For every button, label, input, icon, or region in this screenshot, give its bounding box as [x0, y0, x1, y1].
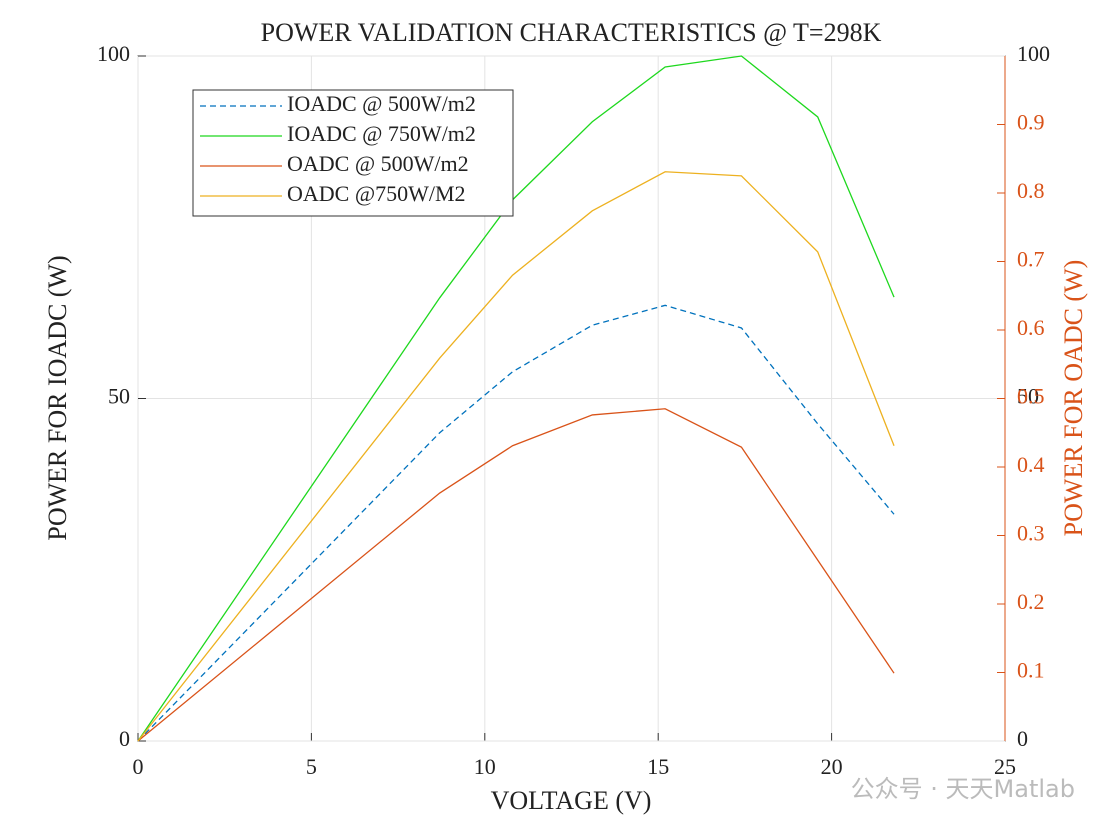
y-tick-label: 100 [97, 41, 130, 66]
series-line [137, 171, 895, 742]
x-tick-label: 10 [474, 754, 496, 779]
legend-label: IOADC @ 750W/m2 [287, 121, 476, 146]
y-tick-label: 50 [108, 384, 130, 409]
y-axis-label: POWER FOR IOADC (W) [43, 255, 72, 540]
x-tick-label: 0 [133, 754, 144, 779]
y2-tick-label: 0.3 [1017, 521, 1045, 546]
x-axis-label: VOLTAGE (V) [491, 786, 652, 815]
x-tick-label: 25 [994, 754, 1016, 779]
watermark: 公众号 · 天天Matlab [851, 775, 1075, 803]
series-line [137, 304, 895, 742]
legend-box [192, 89, 514, 217]
y2-tick-label: 0.2 [1017, 589, 1045, 614]
y-tick-label: 50 [1017, 384, 1039, 409]
y2-tick-label: 0.6 [1017, 315, 1045, 340]
legend-label: OADC @ 500W/m2 [287, 151, 469, 176]
y2-axis-label: POWER FOR OADC (W) [1059, 260, 1088, 537]
y2-tick-label: 0.5 [1017, 384, 1045, 409]
series-line [137, 408, 895, 742]
x-tick-label: 5 [306, 754, 317, 779]
x-tick-label: 20 [821, 754, 843, 779]
y2-tick-label: 0.1 [1017, 658, 1045, 683]
y2-tick-label: 0.7 [1017, 247, 1045, 272]
y-tick-label: 0 [1017, 726, 1028, 751]
chart-title: POWER VALIDATION CHARACTERISTICS @ T=298… [261, 18, 882, 47]
y-tick-label: 0 [119, 726, 130, 751]
y2-tick-label: 0.9 [1017, 110, 1045, 135]
legend-label: OADC @750W/M2 [287, 181, 466, 206]
y2-tick-label: 0.4 [1017, 452, 1045, 477]
y-tick-label: 100 [1017, 41, 1050, 66]
y2-tick-label: 0.8 [1017, 178, 1045, 203]
x-tick-label: 15 [647, 754, 669, 779]
series-line [137, 55, 895, 742]
legend-label: IOADC @ 500W/m2 [287, 91, 476, 116]
